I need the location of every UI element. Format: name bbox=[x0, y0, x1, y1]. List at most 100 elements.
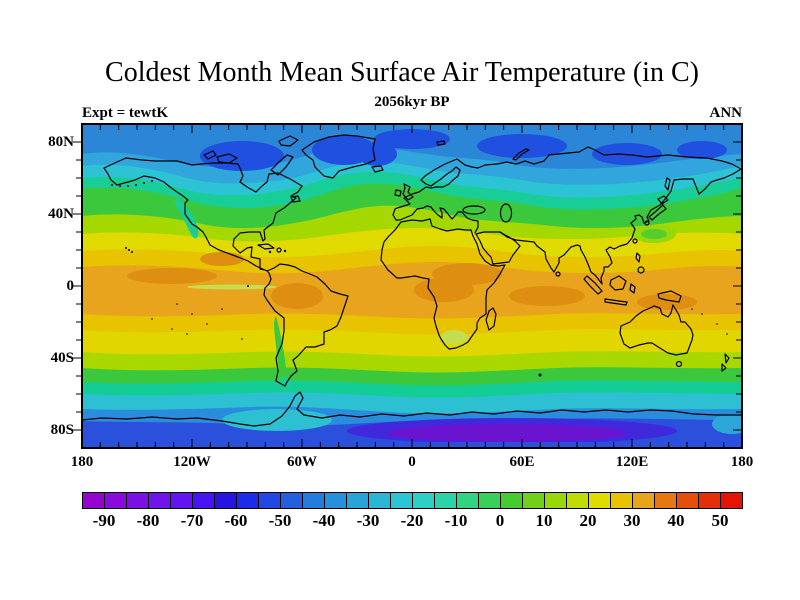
colorbar-label: 0 bbox=[495, 511, 505, 530]
coast-tasmania bbox=[675, 360, 683, 368]
colorbar-cell bbox=[280, 492, 303, 509]
x-axis-label: 120E bbox=[615, 454, 649, 470]
season-label: ANN bbox=[709, 105, 743, 121]
colorbar-cell bbox=[214, 492, 237, 509]
colorbar-cell bbox=[434, 492, 457, 509]
y-axis-label: 80N bbox=[48, 134, 74, 150]
coast-new-zealand-north bbox=[724, 353, 730, 364]
colorbar-cell bbox=[588, 492, 611, 509]
coast-svalbard bbox=[436, 140, 446, 146]
colorbar-label: -70 bbox=[180, 511, 204, 530]
colorbar-cell bbox=[258, 492, 281, 509]
x-axis-label: 60E bbox=[509, 454, 535, 470]
colorbar-cell bbox=[610, 492, 633, 509]
coast-new-zealand-south bbox=[721, 363, 727, 372]
colorbar-label: -10 bbox=[444, 511, 468, 530]
x-axis-label: 0 bbox=[408, 454, 416, 470]
coastlines bbox=[81, 134, 743, 427]
coast-mindanao bbox=[637, 266, 645, 274]
colorbar-label: 10 bbox=[535, 511, 553, 530]
x-axis-label: 180 bbox=[70, 454, 94, 470]
plot-subtitle: 2056kyr BP bbox=[374, 94, 450, 110]
plot-title: Coldest Month Mean Surface Air Temperatu… bbox=[105, 57, 699, 88]
coast-new-guinea bbox=[657, 290, 682, 303]
coast-novaya-zemlya bbox=[512, 148, 530, 161]
colorbar-label: 30 bbox=[623, 511, 641, 530]
coast-hokkaido bbox=[657, 195, 669, 205]
coast-baffin bbox=[270, 154, 294, 176]
coast-caspian-sea bbox=[499, 203, 513, 223]
colorbar-cell bbox=[192, 492, 215, 509]
colorbar-cell bbox=[720, 492, 743, 509]
colorbar-label: -90 bbox=[92, 511, 116, 530]
y-axis-label: 0 bbox=[66, 278, 75, 294]
colorbar-cell bbox=[566, 492, 589, 509]
colorbar-cell bbox=[170, 492, 193, 509]
coast-black-sea bbox=[462, 205, 486, 215]
colorbar-cell bbox=[632, 492, 655, 509]
axis-ticks bbox=[73, 125, 743, 447]
coast-honshu bbox=[648, 204, 667, 221]
colorbar-cell bbox=[456, 492, 479, 509]
colorbar-label: -60 bbox=[224, 511, 248, 530]
coast-hispaniola bbox=[276, 247, 282, 253]
coast-ireland bbox=[394, 189, 402, 197]
colorbar-cell bbox=[544, 492, 567, 509]
colorbar-label: -40 bbox=[312, 511, 336, 530]
coast-victoria-island bbox=[216, 153, 238, 164]
coast-cuba bbox=[257, 243, 275, 250]
coast-luzon bbox=[635, 252, 641, 263]
coast-arabia bbox=[475, 231, 521, 265]
coast-newfoundland bbox=[290, 195, 301, 203]
x-axis-label: 180 bbox=[730, 454, 754, 470]
colorbar bbox=[82, 492, 743, 509]
colorbar-cell bbox=[500, 492, 523, 509]
colorbar-label: -50 bbox=[268, 511, 292, 530]
coast-borneo bbox=[609, 275, 627, 291]
coast-africa bbox=[380, 218, 506, 350]
map-frame bbox=[81, 123, 743, 449]
coast-taiwan bbox=[632, 238, 638, 244]
coast-sulawesi bbox=[629, 283, 636, 294]
coast-south-america bbox=[263, 263, 349, 387]
x-axis-label: 120W bbox=[173, 454, 211, 470]
colorbar-cell bbox=[82, 492, 105, 509]
coast-iceland bbox=[371, 165, 384, 173]
coast-britain bbox=[402, 183, 414, 201]
colorbar-cell bbox=[390, 492, 413, 509]
coast-australia bbox=[619, 304, 694, 356]
colorbar-labels: -90 -80 -70 -60 -50 -40 -30 -20 -10 0 10 20 30 40 50 bbox=[82, 510, 742, 532]
coast-eurasia-west bbox=[392, 146, 742, 234]
colorbar-cell bbox=[236, 492, 259, 509]
coast-sakhalin bbox=[664, 177, 671, 191]
map-area bbox=[73, 123, 743, 449]
coast-sri-lanka bbox=[555, 271, 561, 277]
coast-antarctica bbox=[81, 391, 743, 427]
colorbar-label: -20 bbox=[400, 511, 424, 530]
colorbar-cell bbox=[302, 492, 325, 509]
colorbar-cell bbox=[148, 492, 171, 509]
world-map bbox=[73, 123, 743, 449]
coast-ellesmere bbox=[278, 135, 299, 147]
y-axis-label: 40N bbox=[48, 206, 74, 222]
coast-sumatra bbox=[583, 275, 603, 295]
colorbar-label: 40 bbox=[667, 511, 685, 530]
colorbar-cell bbox=[346, 492, 369, 509]
coast-south-asia bbox=[499, 168, 742, 285]
colorbar-cell bbox=[104, 492, 127, 509]
island-dots bbox=[111, 180, 728, 377]
colorbar-label: 20 bbox=[579, 511, 597, 530]
colorbar-label: -30 bbox=[356, 511, 380, 530]
colorbar-cell bbox=[478, 492, 501, 509]
experiment-label: Expt = tewtK bbox=[82, 105, 169, 121]
y-axis-label: 80S bbox=[50, 422, 74, 438]
colorbar-cell bbox=[522, 492, 545, 509]
colorbar-cell bbox=[126, 492, 149, 509]
colorbar-cell bbox=[654, 492, 677, 509]
y-axis-label: 40S bbox=[50, 350, 74, 366]
colorbar-label: -80 bbox=[136, 511, 160, 530]
coast-banks-island bbox=[203, 150, 217, 160]
coast-madagascar bbox=[485, 307, 497, 331]
colorbar-cell bbox=[412, 492, 435, 509]
